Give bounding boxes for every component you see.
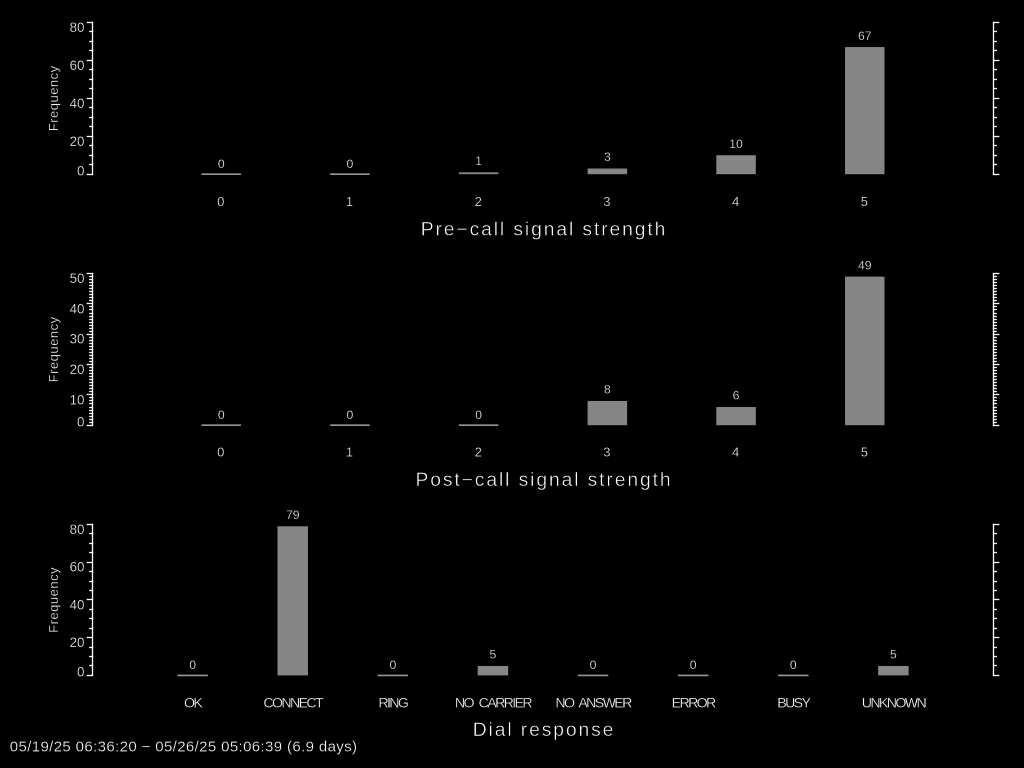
svg-text:3: 3: [604, 150, 611, 164]
svg-text:Post−call signal strength: Post−call signal strength: [415, 470, 672, 491]
svg-text:20: 20: [70, 134, 85, 149]
svg-text:NO ANSWER: NO ANSWER: [555, 696, 632, 712]
svg-text:0: 0: [218, 157, 225, 171]
svg-text:5: 5: [890, 648, 897, 662]
svg-text:0: 0: [189, 658, 196, 672]
svg-text:UNKNOWN: UNKNOWN: [862, 696, 927, 712]
svg-text:0: 0: [690, 658, 697, 672]
svg-text:5: 5: [861, 445, 869, 460]
svg-text:0: 0: [347, 408, 354, 422]
svg-text:3: 3: [603, 194, 611, 209]
svg-text:80: 80: [70, 20, 85, 35]
svg-text:OK: OK: [184, 696, 203, 712]
svg-text:NO CARRIER: NO CARRIER: [455, 696, 532, 712]
svg-text:Pre−call signal strength: Pre−call signal strength: [421, 220, 668, 241]
svg-text:4: 4: [732, 194, 740, 209]
svg-text:0: 0: [77, 665, 84, 680]
svg-text:0: 0: [217, 445, 225, 460]
svg-text:10: 10: [70, 392, 85, 407]
svg-text:0: 0: [590, 658, 597, 672]
svg-text:3: 3: [603, 445, 611, 460]
svg-text:0: 0: [347, 157, 354, 171]
svg-text:CONNECT: CONNECT: [263, 696, 324, 712]
svg-text:2: 2: [475, 194, 483, 209]
svg-text:2: 2: [475, 445, 483, 460]
svg-text:40: 40: [70, 301, 85, 316]
svg-text:RING: RING: [378, 696, 407, 712]
svg-text:0: 0: [77, 414, 84, 429]
svg-text:79: 79: [286, 508, 300, 522]
svg-text:10: 10: [729, 137, 743, 151]
svg-text:Frequency: Frequency: [46, 65, 61, 131]
svg-text:0: 0: [389, 658, 396, 672]
svg-text:8: 8: [604, 383, 611, 397]
svg-text:67: 67: [858, 29, 872, 43]
svg-text:05/19/25 06:36:20 − 05/26/25 0: 05/19/25 06:36:20 − 05/26/25 05:06:39 (6…: [10, 739, 358, 756]
svg-text:1: 1: [346, 194, 354, 209]
svg-text:0: 0: [790, 658, 797, 672]
svg-text:60: 60: [70, 560, 85, 575]
svg-text:5: 5: [861, 194, 869, 209]
svg-text:40: 40: [70, 96, 85, 111]
svg-text:30: 30: [70, 332, 85, 347]
svg-text:80: 80: [70, 522, 85, 537]
svg-text:20: 20: [70, 362, 85, 377]
svg-text:Dial response: Dial response: [473, 720, 616, 741]
svg-text:0: 0: [217, 194, 225, 209]
svg-text:ERROR: ERROR: [672, 696, 716, 712]
svg-text:5: 5: [490, 648, 497, 662]
svg-text:0: 0: [77, 163, 84, 178]
svg-text:20: 20: [70, 635, 85, 650]
svg-text:6: 6: [733, 389, 740, 403]
svg-text:49: 49: [858, 258, 872, 272]
svg-text:40: 40: [70, 597, 85, 612]
svg-text:BUSY: BUSY: [777, 696, 811, 712]
svg-text:0: 0: [218, 408, 225, 422]
svg-text:1: 1: [346, 445, 354, 460]
svg-text:Frequency: Frequency: [46, 316, 61, 382]
svg-text:4: 4: [732, 445, 740, 460]
svg-text:0: 0: [475, 408, 482, 422]
svg-text:50: 50: [70, 271, 85, 286]
svg-text:60: 60: [70, 58, 85, 73]
svg-text:1: 1: [475, 154, 482, 168]
svg-text:Frequency: Frequency: [46, 567, 61, 633]
